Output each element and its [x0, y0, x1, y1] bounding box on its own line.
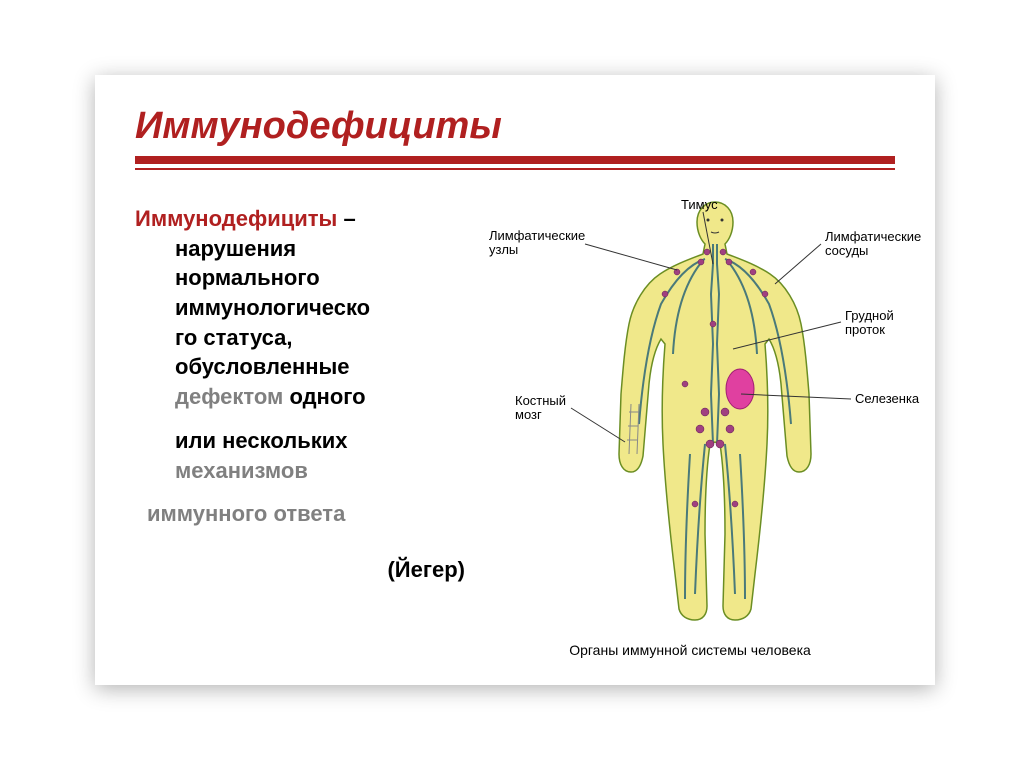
- title-accent-bar: [135, 156, 895, 164]
- definition-term: Иммунодефициты: [135, 206, 337, 231]
- label-bone-marrow: Костный мозг: [515, 394, 566, 423]
- title-accent-bar-thin: [135, 168, 895, 170]
- definition-dash: –: [337, 206, 355, 231]
- label-lymph-nodes: Лимфатические узлы: [489, 229, 585, 258]
- def-line6: одного: [283, 384, 365, 409]
- slide-title: Иммунодефициты: [135, 105, 895, 148]
- label-lymph-vessels: Лимфатические сосуды: [825, 230, 921, 259]
- definition-indent: нарушения нормального иммунологическо го…: [135, 234, 465, 412]
- def-line4: го статуса,: [175, 325, 293, 350]
- def-immune: иммунного ответа: [147, 501, 345, 526]
- def-line5: обусловленные: [175, 354, 350, 379]
- author-text: (Йегер): [135, 557, 465, 583]
- diagram-column: Тимус Лимфатические узлы Лимфатические с…: [485, 194, 895, 664]
- label-spleen: Селезенка: [855, 392, 919, 406]
- content-row: Иммунодефициты – нарушения нормального и…: [135, 194, 895, 664]
- definition-text: Иммунодефициты – нарушения нормального и…: [135, 204, 465, 412]
- slide: Иммунодефициты Иммунодефициты – нарушени…: [95, 75, 935, 685]
- definition-column: Иммунодефициты – нарушения нормального и…: [135, 194, 465, 664]
- def-line2: нормального: [175, 265, 320, 290]
- human-body-diagram: [605, 194, 825, 624]
- def-mechanisms: механизмов: [175, 458, 308, 483]
- def-line7: или нескольких: [175, 428, 348, 453]
- def-defect: дефектом: [175, 384, 283, 409]
- definition-text-3: иммунного ответа: [135, 499, 465, 529]
- definition-text-2: или нескольких механизмов: [135, 426, 465, 485]
- label-thymus: Тимус: [681, 198, 718, 212]
- diagram-caption: Органы иммунной системы человека: [485, 642, 895, 658]
- def-line1: нарушения: [175, 236, 296, 261]
- def-line3: иммунологическо: [175, 295, 370, 320]
- label-thoracic-duct: Грудной проток: [845, 309, 894, 338]
